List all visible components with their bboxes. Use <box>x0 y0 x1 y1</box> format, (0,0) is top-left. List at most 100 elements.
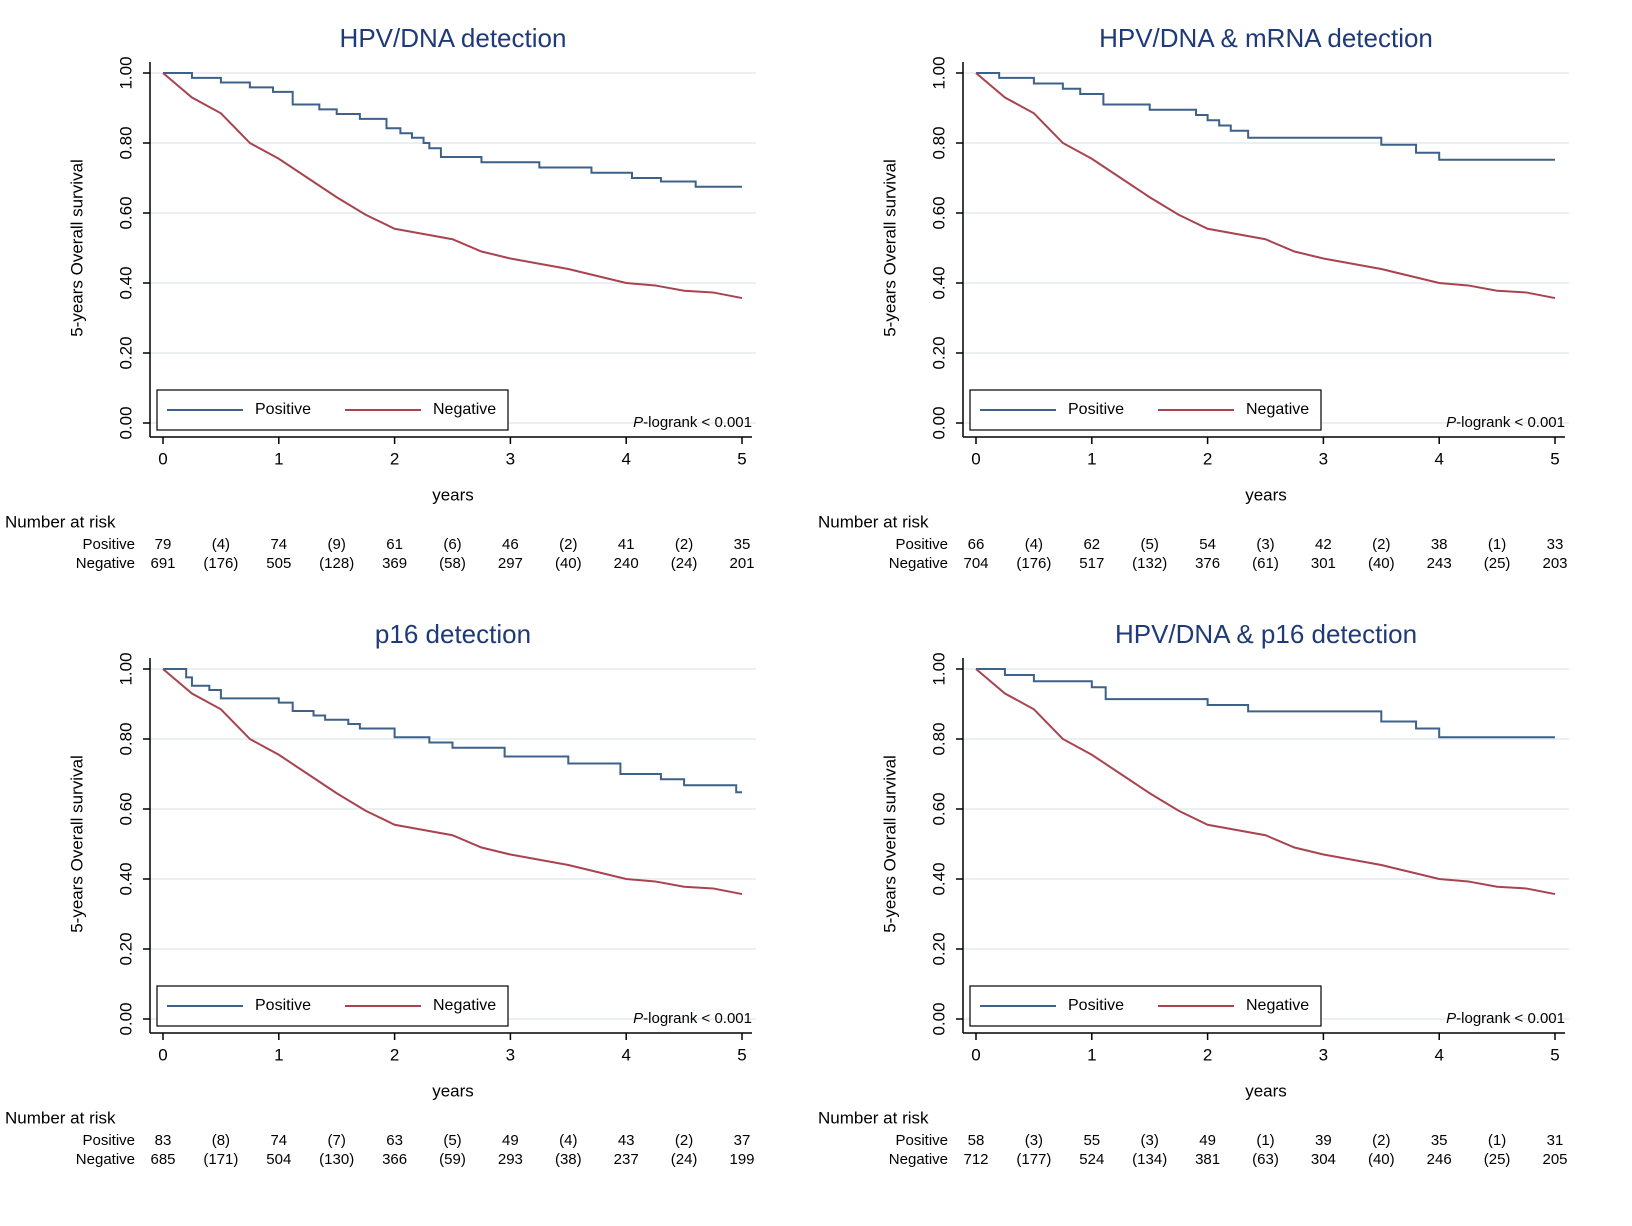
y-tick-label: 0.60 <box>929 792 948 825</box>
y-axis-title: 5-years Overall survival <box>67 755 86 933</box>
annotation-italic: P <box>633 1010 643 1027</box>
legend-label: Positive <box>255 401 311 418</box>
annotation-text: -logrank < 0.001 <box>1456 1010 1565 1027</box>
at-risk-count: 517 <box>1079 555 1104 572</box>
legend-label: Negative <box>1246 997 1309 1014</box>
at-risk-count: 243 <box>1427 555 1452 572</box>
at-risk-count: 54 <box>1199 536 1216 553</box>
y-tick-label: 0.20 <box>116 336 135 369</box>
x-tick-label: 5 <box>1550 449 1559 468</box>
at-risk-count: 301 <box>1311 555 1336 572</box>
at-risk-count: 704 <box>963 555 988 572</box>
survival-curve <box>162 668 743 896</box>
at-risk-count: 41 <box>618 536 635 553</box>
annotation-text: -logrank < 0.001 <box>643 414 752 431</box>
annotation-italic: P <box>1446 414 1456 431</box>
at-risk-count: 74 <box>270 1132 287 1149</box>
at-risk-count: 203 <box>1542 555 1567 572</box>
risk-row-label: Negative <box>76 1151 135 1168</box>
x-tick-label: 0 <box>158 449 167 468</box>
at-risk-count: 39 <box>1315 1132 1332 1149</box>
y-tick-label: 0.00 <box>116 1002 135 1035</box>
censored-count: (38) <box>555 1151 582 1168</box>
y-tick-label: 1.00 <box>116 56 135 89</box>
censored-count: (2) <box>1372 1132 1390 1149</box>
y-tick-label: 0.00 <box>929 406 948 439</box>
x-tick-label: 2 <box>390 1045 399 1064</box>
censored-count: (24) <box>671 1151 698 1168</box>
y-tick-label: 0.00 <box>929 1002 948 1035</box>
x-axis-title: years <box>1245 1081 1287 1100</box>
survival-curve <box>163 668 742 794</box>
legend-label: Negative <box>433 401 496 418</box>
at-risk-count: 49 <box>1199 1132 1216 1149</box>
at-risk-count: 366 <box>382 1151 407 1168</box>
censored-count: (40) <box>1368 1151 1395 1168</box>
x-tick-label: 0 <box>971 449 980 468</box>
risk-row-label: Positive <box>82 1132 135 1149</box>
y-axis-title: 5-years Overall survival <box>880 755 899 933</box>
x-tick-label: 3 <box>506 449 515 468</box>
at-risk-count: 504 <box>266 1151 291 1168</box>
censored-count: (128) <box>319 555 354 572</box>
censored-count: (2) <box>675 536 693 553</box>
at-risk-count: 66 <box>968 536 985 553</box>
censored-count: (25) <box>1484 555 1511 572</box>
at-risk-count: 37 <box>734 1132 751 1149</box>
at-risk-count: 505 <box>266 555 291 572</box>
censored-count: (5) <box>443 1132 461 1149</box>
at-risk-count: 712 <box>963 1151 988 1168</box>
censored-count: (130) <box>319 1151 354 1168</box>
y-axis-title: 5-years Overall survival <box>880 159 899 337</box>
censored-count: (2) <box>1372 536 1390 553</box>
annotation: P-logrank < 0.001 <box>633 1010 752 1027</box>
legend-label: Positive <box>255 997 311 1014</box>
x-tick-label: 2 <box>390 449 399 468</box>
y-tick-label: 0.40 <box>929 266 948 299</box>
at-risk-count: 304 <box>1311 1151 1336 1168</box>
censored-count: (9) <box>328 536 346 553</box>
x-tick-label: 1 <box>1087 449 1096 468</box>
censored-count: (4) <box>212 536 230 553</box>
y-tick-label: 0.60 <box>116 792 135 825</box>
chart-panel: HPV/DNA & mRNA detection 0.00 0.20 0.40 0.60… <box>818 23 1569 572</box>
x-tick-label: 1 <box>274 449 283 468</box>
y-tick-label: 0.20 <box>929 932 948 965</box>
censored-count: (59) <box>439 1151 466 1168</box>
censored-count: (2) <box>675 1132 693 1149</box>
y-tick-label: 0.80 <box>116 126 135 159</box>
y-tick-label: 0.40 <box>929 862 948 895</box>
y-tick-label: 0.40 <box>116 862 135 895</box>
at-risk-count: 55 <box>1083 1132 1100 1149</box>
censored-count: (1) <box>1488 536 1506 553</box>
at-risk-count: 237 <box>614 1151 639 1168</box>
survival-curve <box>163 72 742 188</box>
censored-count: (61) <box>1252 555 1279 572</box>
at-risk-count: 74 <box>270 536 287 553</box>
censored-count: (24) <box>671 555 698 572</box>
at-risk-count: 62 <box>1083 536 1100 553</box>
x-tick-label: 5 <box>737 449 746 468</box>
risk-row-label: Negative <box>889 1151 948 1168</box>
chart-title: HPV/DNA & p16 detection <box>1115 619 1417 649</box>
risk-table-title: Number at risk <box>818 1108 929 1127</box>
risk-table-title: Number at risk <box>5 1108 116 1127</box>
chart-panel: HPV/DNA & p16 detection 0.00 0.20 0.40 0.60 0… <box>818 619 1569 1168</box>
censored-count: (3) <box>1025 1132 1043 1149</box>
annotation-text: -logrank < 0.001 <box>643 1010 752 1027</box>
y-tick-label: 1.00 <box>929 56 948 89</box>
y-tick-label: 0.40 <box>116 266 135 299</box>
at-risk-count: 246 <box>1427 1151 1452 1168</box>
y-tick-label: 0.60 <box>929 196 948 229</box>
chart-panel: p16 detection 0.00 0.20 0.40 0.60 0.80 1.00 0 1 2… <box>5 619 756 1168</box>
x-tick-label: 2 <box>1203 449 1212 468</box>
x-tick-label: 0 <box>158 1045 167 1064</box>
chart-title: HPV/DNA detection <box>340 23 567 53</box>
at-risk-count: 31 <box>1547 1132 1564 1149</box>
at-risk-count: 35 <box>734 536 751 553</box>
x-tick-label: 0 <box>971 1045 980 1064</box>
x-tick-label: 2 <box>1203 1045 1212 1064</box>
censored-count: (40) <box>1368 555 1395 572</box>
censored-count: (7) <box>328 1132 346 1149</box>
